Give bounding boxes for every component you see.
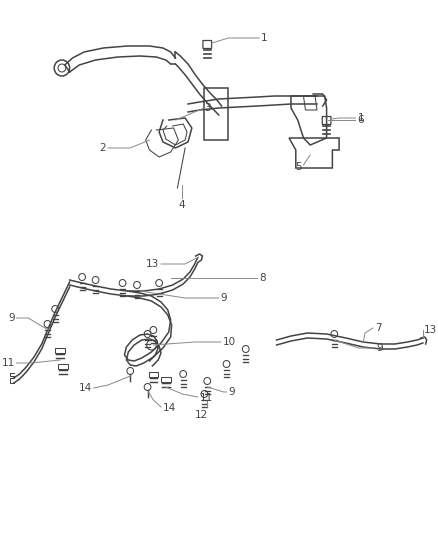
Text: 12: 12 (195, 410, 208, 420)
Bar (55, 348, 65, 353)
Text: 5: 5 (295, 162, 302, 172)
Text: 9: 9 (8, 313, 15, 323)
Text: 4: 4 (179, 200, 186, 210)
Bar (58, 364, 68, 369)
Text: 11: 11 (1, 358, 15, 368)
Text: 9: 9 (377, 343, 383, 353)
Text: 7: 7 (375, 323, 381, 333)
Text: 2: 2 (99, 143, 106, 153)
Text: 14: 14 (78, 383, 92, 393)
Text: 10: 10 (223, 337, 236, 347)
Text: 1: 1 (357, 113, 364, 123)
Text: 3: 3 (205, 103, 211, 113)
Bar (148, 372, 158, 377)
Text: 8: 8 (259, 273, 266, 283)
Text: 9: 9 (229, 387, 235, 397)
Text: 11: 11 (200, 393, 213, 403)
Text: 9: 9 (221, 293, 227, 303)
Text: 14: 14 (163, 403, 176, 413)
Text: 6: 6 (357, 115, 364, 125)
Text: 13: 13 (146, 259, 159, 269)
Text: 1: 1 (261, 33, 268, 43)
Text: 13: 13 (424, 325, 437, 335)
Bar (161, 377, 171, 382)
